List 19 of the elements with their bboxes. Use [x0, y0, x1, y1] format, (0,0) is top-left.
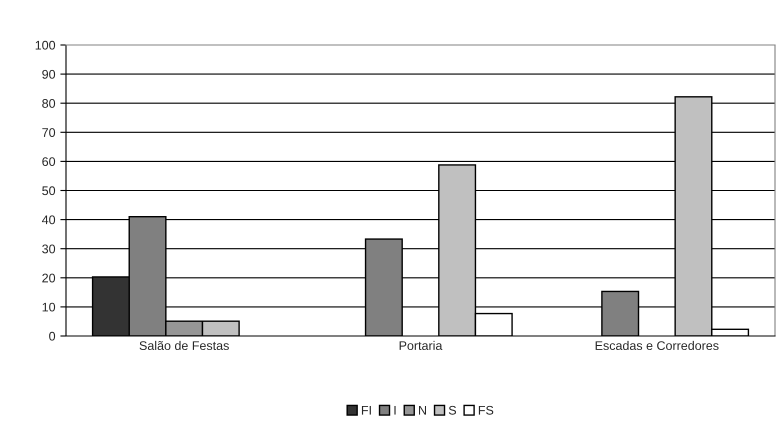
y-tick-label: 10 — [42, 302, 56, 312]
y-tick-label: 80 — [42, 99, 56, 108]
y-tick-label: 90 — [42, 70, 56, 79]
legend-label: N — [419, 406, 426, 415]
y-tick-label: 50 — [42, 186, 56, 196]
y-tick-label: 70 — [42, 128, 56, 137]
y-tick-label: 20 — [42, 274, 56, 282]
y-tick-label: 40 — [42, 215, 56, 224]
y-tick-label: 60 — [42, 157, 56, 166]
y-tick-label: 100 — [36, 40, 56, 50]
legend-label: I — [394, 406, 396, 415]
legend-label: FI — [362, 406, 371, 415]
x-tick-label: Portaria — [400, 340, 442, 350]
x-tick-label: Salão de Festas — [140, 340, 229, 350]
x-tick-label: Escadas e Corredores — [596, 340, 719, 350]
y-tick-label: 0 — [49, 332, 56, 341]
legend-label: S — [448, 406, 456, 415]
y-tick-label: 30 — [42, 244, 56, 254]
legend-label: FS — [478, 406, 494, 415]
